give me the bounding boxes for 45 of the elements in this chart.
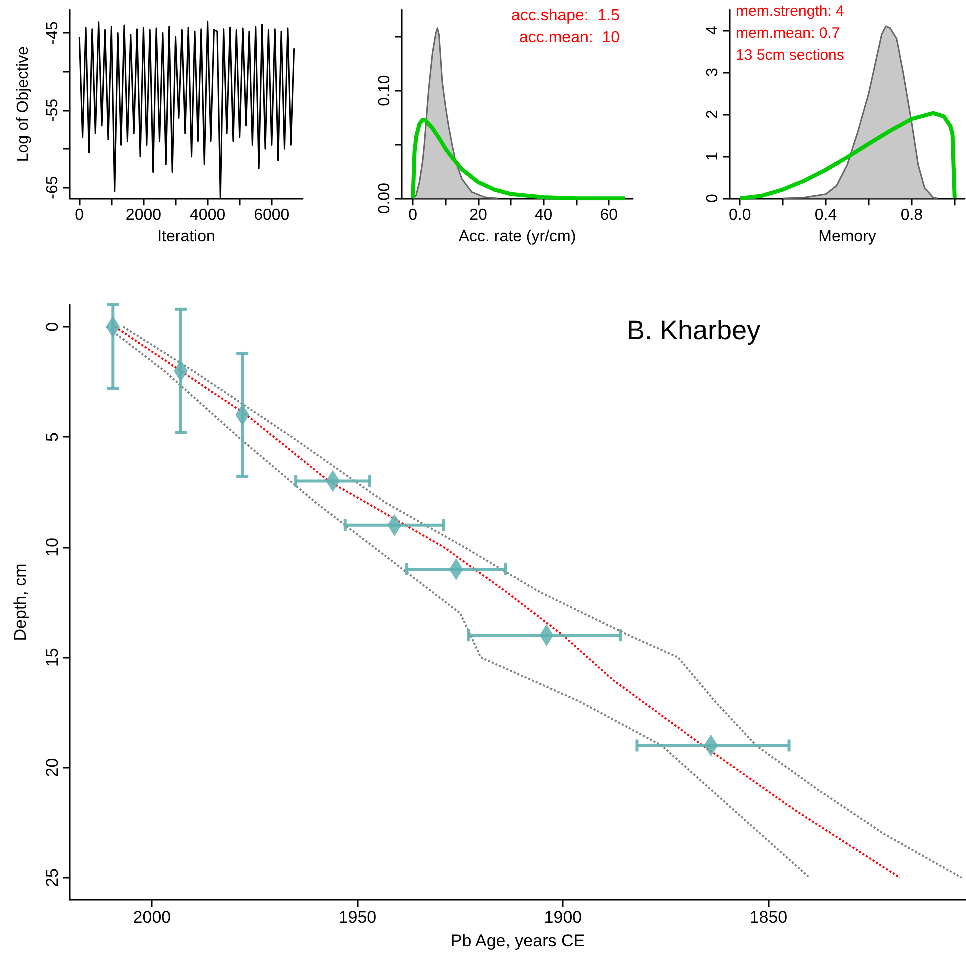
y-tick-label: 0.10: [376, 75, 394, 106]
y-axis-title: Depth, cm: [11, 564, 30, 642]
y-tick-label: 3: [704, 68, 722, 78]
x-tick-label: 20: [470, 207, 488, 224]
y-tick-label: 10: [43, 538, 62, 557]
x-tick-label: 0.0: [728, 207, 752, 224]
x-axis-title: Memory: [818, 228, 876, 246]
annotation: mem.mean: 0.7: [736, 25, 840, 42]
chart-title: B. Kharbey: [627, 316, 762, 346]
y-tick-label: 0: [704, 194, 722, 204]
x-tick-label: 0: [408, 207, 418, 224]
x-axis-title: Pb Age, years CE: [450, 931, 586, 950]
x-tick-label: 0.4: [814, 207, 838, 224]
y-tick-label: 25: [43, 868, 62, 888]
x-axis-title: Acc. rate (yr/cm): [458, 228, 576, 246]
y-tick-label: 4: [704, 26, 722, 36]
x-tick-label: 2000: [133, 908, 172, 927]
annotation: mem.strength: 4: [736, 3, 844, 20]
x-tick-label: 1900: [544, 908, 582, 927]
x-tick-label: 40: [534, 207, 553, 224]
y-tick-label: -65: [44, 176, 62, 200]
y-tick-label: 1: [704, 152, 722, 162]
y-tick-label: 15: [43, 648, 62, 668]
annotation: acc.mean: 10: [520, 30, 620, 46]
y-tick-label: 5: [43, 432, 62, 442]
line-series: [411, 118, 628, 201]
x-tick-label: 4000: [190, 207, 226, 224]
y-tick-label: 2: [704, 110, 722, 120]
x-tick-label: 0.8: [900, 207, 924, 224]
x-axis-title: Iteration: [158, 228, 216, 246]
y-axis-title: Log of Objective: [15, 46, 32, 162]
y-tick-label: -45: [44, 22, 62, 45]
x-tick-label: 60: [600, 207, 618, 224]
y-tick-label: 0.00: [376, 182, 394, 214]
y-tick-label: 0: [43, 322, 62, 332]
y-tick-label: -55: [44, 98, 62, 122]
line-series: [738, 111, 957, 201]
annotation: 13 5cm sections: [736, 47, 844, 64]
x-tick-label: 6000: [254, 207, 290, 224]
x-tick-label: 0: [75, 207, 84, 224]
annotation: acc.shape: 1.5: [511, 8, 620, 24]
y-tick-label: 20: [43, 758, 62, 778]
x-tick-label: 1950: [338, 908, 377, 927]
x-tick-label: 2000: [126, 207, 162, 224]
x-tick-label: 1850: [750, 908, 788, 927]
